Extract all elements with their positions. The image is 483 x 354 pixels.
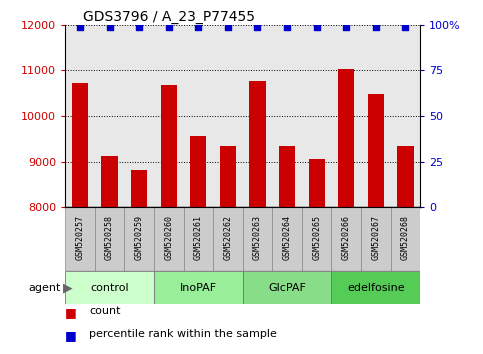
Bar [331,271,420,304]
Text: GSM520263: GSM520263 [253,215,262,260]
Point [76,24,84,29]
Text: ■: ■ [65,329,77,342]
Bar [184,207,213,271]
Point [283,24,291,29]
Bar [338,69,355,207]
Point [372,24,380,29]
Bar [131,170,147,207]
Bar [220,147,236,207]
Text: GSM520266: GSM520266 [342,215,351,260]
Bar [154,271,243,304]
Point [313,24,321,29]
Bar [65,207,95,271]
Text: count: count [89,306,121,316]
Text: InoPAF: InoPAF [180,282,217,293]
Text: GDS3796 / A_23_P77455: GDS3796 / A_23_P77455 [83,10,255,24]
Bar [161,85,177,207]
Bar [125,207,154,271]
Text: GSM520264: GSM520264 [283,215,292,260]
Bar [242,207,272,271]
Bar [190,136,206,207]
Text: GlcPAF: GlcPAF [268,282,306,293]
Text: GSM520258: GSM520258 [105,215,114,260]
Text: agent: agent [28,282,60,293]
Point [135,24,143,29]
Bar [272,207,302,271]
Point [401,24,409,29]
Point [224,24,232,29]
Point [195,24,202,29]
Point [342,24,350,29]
Text: GSM520260: GSM520260 [164,215,173,260]
Bar [368,94,384,207]
Bar [65,271,154,304]
Text: GSM520257: GSM520257 [75,215,85,260]
Point [254,24,261,29]
Bar [361,207,391,271]
Text: GSM520262: GSM520262 [224,215,232,260]
Bar [391,207,420,271]
Text: percentile rank within the sample: percentile rank within the sample [89,329,277,339]
Bar [302,207,331,271]
Text: edelfosine: edelfosine [347,282,405,293]
Point [106,24,114,29]
Bar [279,147,295,207]
Bar [101,156,118,207]
Bar [154,207,184,271]
Text: control: control [90,282,129,293]
Bar [249,81,266,207]
Text: ▶: ▶ [63,281,72,294]
Text: GSM520259: GSM520259 [135,215,143,260]
Point [165,24,172,29]
Bar [398,147,413,207]
Bar [213,207,242,271]
Text: GSM520265: GSM520265 [312,215,321,260]
Text: ■: ■ [65,306,77,319]
Text: GSM520267: GSM520267 [371,215,380,260]
Bar [309,159,325,207]
Bar [242,271,331,304]
Bar [95,207,125,271]
Text: GSM520268: GSM520268 [401,215,410,260]
Text: GSM520261: GSM520261 [194,215,203,260]
Bar [331,207,361,271]
Bar [72,83,88,207]
